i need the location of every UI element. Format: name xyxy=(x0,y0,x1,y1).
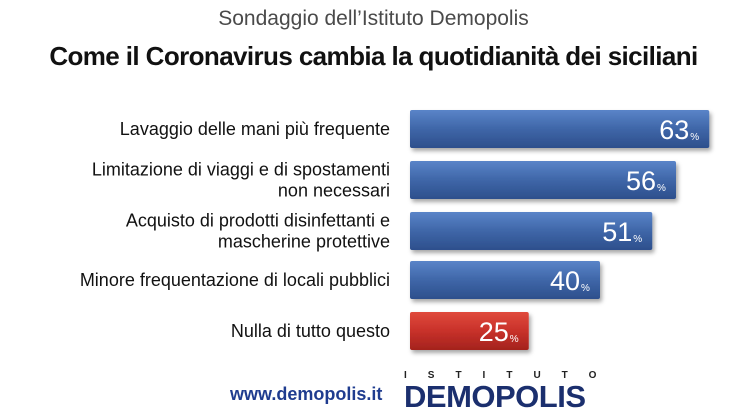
category-label-4: Nulla di tutto questo xyxy=(231,321,390,341)
chart-subtitle: Sondaggio dell’Istituto Demopolis xyxy=(218,7,529,30)
chart-title: Come il Coronavirus cambia la quotidiani… xyxy=(49,41,698,71)
bar-value-label-3: 40 xyxy=(550,266,580,296)
category-label-1-line-0: Limitazione di viaggi e di spostamenti xyxy=(92,160,390,180)
category-label-2-line-1: mascherine protettive xyxy=(218,232,390,252)
bar-chart: 63 % Lavaggio delle mani più frequente 56 % L… xyxy=(80,110,710,350)
demopolis-logo: ISTITUTO DEMOPOLIS xyxy=(404,370,634,414)
bar-3 xyxy=(410,261,600,299)
logo-top-text: ISTITUTO xyxy=(404,370,618,381)
category-label-1-line-1: non necessari xyxy=(278,181,390,201)
category-label-2-line-0: Acquisto di prodotti disinfettanti e xyxy=(126,211,390,231)
bar-unit-label-3: % xyxy=(581,283,590,294)
category-label-0: Lavaggio delle mani più frequente xyxy=(120,119,390,139)
bar-2 xyxy=(410,212,653,250)
bar-unit-label-0: % xyxy=(690,132,699,143)
logo-main-text: DEMOPOLIS xyxy=(404,379,586,414)
bar-value-label-1: 56 xyxy=(626,166,656,196)
bar-value-label-2: 51 xyxy=(602,217,632,247)
bar-1 xyxy=(410,161,676,199)
bar-unit-label-4: % xyxy=(510,334,519,345)
category-label-3: Minore frequentazione di locali pubblici xyxy=(80,270,390,290)
bar-4 xyxy=(410,312,529,350)
bar-value-label-0: 63 xyxy=(659,115,689,145)
bar-unit-label-2: % xyxy=(633,234,642,245)
bar-value-label-4: 25 xyxy=(479,317,509,347)
bar-0 xyxy=(410,110,710,148)
website-link[interactable]: www.demopolis.it xyxy=(230,384,383,404)
bar-unit-label-1: % xyxy=(657,183,666,194)
